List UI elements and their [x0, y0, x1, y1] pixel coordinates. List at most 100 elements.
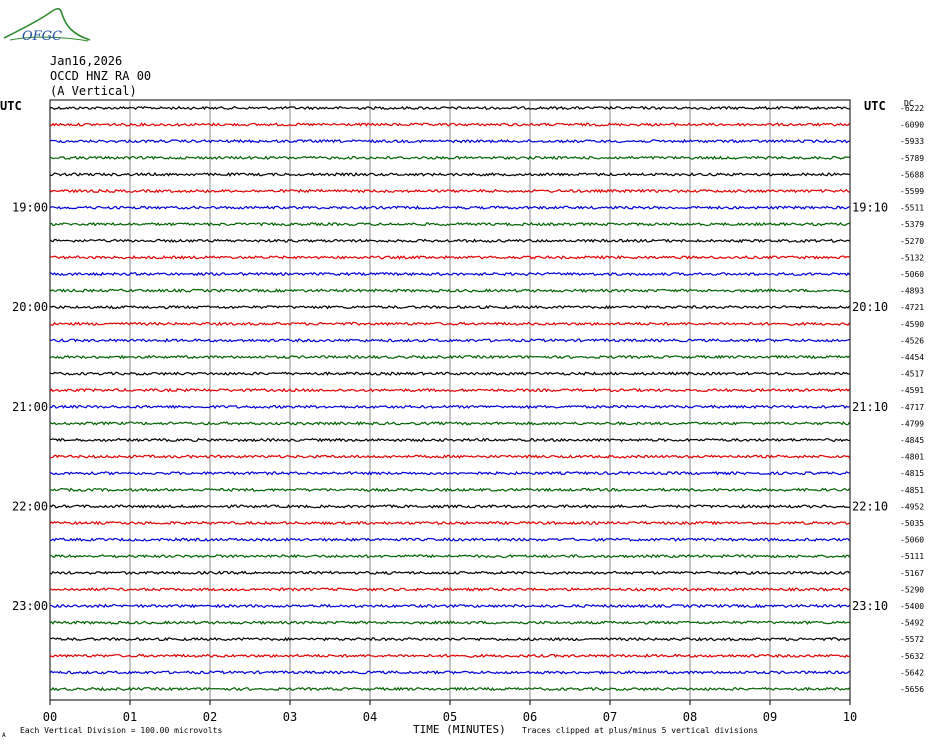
trace-line — [49, 371, 850, 376]
trace-line — [49, 470, 850, 476]
trace-line — [49, 587, 850, 592]
dc-offset-value: -5379 — [900, 220, 924, 229]
dc-offset-value: -4717 — [900, 403, 924, 412]
dc-offset-value: -5632 — [900, 652, 924, 661]
dc-offset-values: -6222 -6090 -5933 -5789 -5688 -5599 -5511 -5379… — [900, 104, 924, 694]
component-label: (A Vertical) — [50, 84, 137, 98]
trace-line — [49, 138, 850, 144]
trace-line — [49, 321, 850, 327]
trace-line — [49, 553, 850, 559]
dc-offset-value: -5789 — [900, 154, 924, 163]
hour-labels-right: 19:10 20:10 21:10 22:10 23:10 — [852, 201, 888, 613]
trace-line — [49, 105, 850, 111]
utc-left-label: UTC — [0, 99, 22, 113]
trace-line — [49, 288, 850, 293]
x-tick-label: 04 — [363, 710, 377, 724]
dc-offset-value: -4721 — [900, 303, 924, 312]
dc-offset-value: -5656 — [900, 685, 924, 694]
hour-label-right: 22:10 — [852, 499, 888, 513]
x-tick-label: 10 — [843, 710, 857, 724]
dc-offset-value: -5060 — [900, 270, 924, 279]
trace-line — [49, 636, 850, 642]
trace-line — [49, 354, 850, 360]
trace-line — [50, 454, 850, 459]
trace-line — [49, 155, 850, 160]
trace-line — [49, 420, 851, 426]
utc-right-label: UTC — [864, 99, 886, 113]
x-axis-label: TIME (MINUTES) — [413, 723, 506, 736]
trace-line — [49, 437, 850, 443]
x-tick-label: 06 — [523, 710, 537, 724]
trace-line — [49, 520, 850, 526]
trace-line — [49, 570, 850, 576]
trace-line — [49, 487, 850, 493]
trace-line — [49, 670, 850, 675]
x-tick-label: 02 — [203, 710, 217, 724]
clip-note: Traces clipped at plus/minus 5 vertical … — [522, 726, 758, 735]
dc-offset-value: -4815 — [900, 469, 924, 478]
dc-offset-value: -4454 — [900, 353, 924, 362]
dc-offset-value: -5270 — [900, 237, 924, 246]
corner-mark: A — [2, 732, 6, 739]
trace-line — [49, 404, 850, 410]
dc-offset-value: -4799 — [900, 419, 924, 428]
trace-line — [49, 304, 850, 310]
scale-note: Each Vertical Division = 100.00 microvol… — [20, 726, 222, 735]
trace-line — [49, 205, 850, 210]
hour-label-right: 19:10 — [852, 201, 888, 215]
trace-line — [49, 238, 850, 244]
dc-offset-value: -4591 — [900, 386, 924, 395]
hour-label-right: 20:10 — [852, 300, 888, 314]
x-tick-label: 03 — [283, 710, 297, 724]
dc-offset-value: -5492 — [900, 619, 924, 628]
dc-offset-value: -5111 — [900, 552, 924, 561]
dc-offset-value: -5060 — [900, 536, 924, 545]
dc-offset-value: -5688 — [900, 170, 924, 179]
dc-offset-value: -5933 — [900, 137, 924, 146]
x-tick-label: 05 — [443, 710, 457, 724]
seismic-traces — [49, 105, 851, 692]
dc-offset-value: -4801 — [900, 453, 924, 462]
x-axis-ticks: 00 01 02 03 04 05 06 07 08 09 10 — [43, 700, 857, 724]
trace-line — [49, 504, 850, 509]
trace-line — [49, 254, 850, 260]
dc-offset-value: -4517 — [900, 370, 924, 379]
dc-label: DC — [904, 99, 914, 108]
trace-line — [49, 653, 850, 659]
dc-offset-value: -4526 — [900, 336, 924, 345]
dc-offset-value: -5642 — [900, 668, 924, 677]
dc-offset-value: -4845 — [900, 436, 924, 445]
hour-label-right: 23:10 — [852, 599, 888, 613]
chart-date: Jan16,2026 — [50, 54, 122, 68]
hour-label-left: 21:00 — [12, 400, 48, 414]
trace-line — [49, 271, 850, 277]
hour-label-right: 21:10 — [852, 400, 888, 414]
x-tick-label: 00 — [43, 710, 57, 724]
trace-line — [49, 337, 850, 343]
x-tick-label: 09 — [763, 710, 777, 724]
dc-offset-value: -6222 — [900, 104, 924, 113]
dc-offset-value: -5290 — [900, 585, 924, 594]
trace-line — [49, 172, 850, 177]
x-tick-label: 07 — [603, 710, 617, 724]
trace-line — [49, 221, 850, 227]
trace-line — [49, 620, 850, 625]
trace-line — [49, 603, 850, 609]
logo: OFGC — [3, 7, 91, 44]
trace-line — [49, 686, 850, 692]
hour-label-left: 23:00 — [12, 599, 48, 613]
hour-label-left: 20:00 — [12, 300, 48, 314]
dc-offset-value: -5400 — [900, 602, 924, 611]
trace-line — [49, 188, 850, 194]
hour-labels-left: 19:00 20:00 21:00 22:00 23:00 — [12, 201, 48, 613]
dc-offset-value: -6090 — [900, 121, 924, 130]
dc-offset-value: -4590 — [900, 320, 924, 329]
trace-line — [49, 537, 850, 542]
x-tick-label: 01 — [123, 710, 137, 724]
dc-offset-value: -5599 — [900, 187, 924, 196]
hour-label-left: 22:00 — [12, 499, 48, 513]
trace-line — [49, 387, 850, 393]
dc-offset-value: -4893 — [900, 287, 924, 296]
hour-label-left: 19:00 — [12, 201, 48, 215]
